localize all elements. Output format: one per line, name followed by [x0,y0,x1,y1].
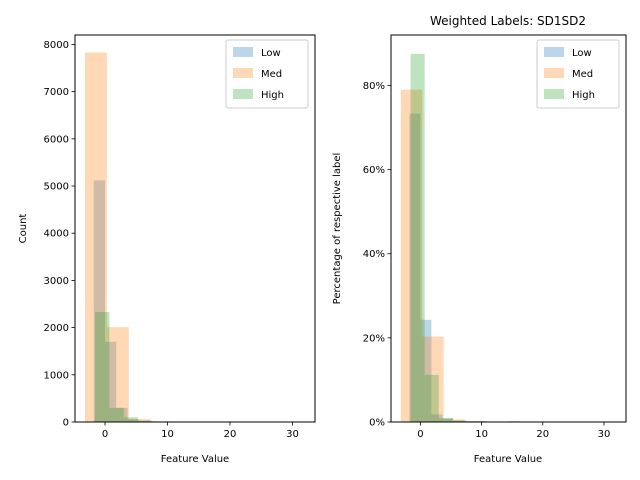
legend-box [225,39,309,109]
x-tick-label: 20 [224,429,237,440]
bar-low-1 [420,319,432,422]
bars-group [85,52,304,423]
legend: Low Med High [536,39,620,109]
bar-med-1 [422,336,444,422]
bar-high-0 [410,53,425,422]
y-axis-ticks: 0% 20% 40% 60% 80% [363,81,391,429]
bar-low-3 [442,418,454,422]
legend-label-high: High [572,90,595,101]
legend-label-low: Low [572,48,592,59]
legend-swatch-low [233,47,253,57]
bar-low-2 [116,407,128,422]
legend-label-low: Low [261,48,281,59]
bar-low-4 [138,420,150,422]
x-tick-label: 20 [536,429,549,440]
legend-label-med: Med [572,69,593,80]
y-tick-label: 6000 [44,134,69,145]
y-tick-label: 7000 [44,87,69,98]
bar-high-3 [138,420,153,422]
legend-swatch-high [544,89,564,99]
count-histogram-chart: 0 10 20 30 0 1000 2000 3000 4000 5000 6000 7000 800… [18,34,316,465]
x-axis-ticks: 0 10 20 30 [102,422,299,440]
y-tick-label: 60% [363,165,385,176]
y-tick-label: 1000 [44,370,69,381]
bar-med-0 [85,52,107,423]
bar-med-1 [106,327,129,422]
y-tick-label: 0% [369,418,385,429]
x-tick-label: 10 [161,429,174,440]
bar-low-3 [127,419,139,422]
legend-box [536,39,620,109]
bar-med-0 [400,89,423,422]
bar-low-0 [93,180,105,422]
bar-high-2 [123,417,139,422]
y-tick-label: 40% [363,249,385,260]
bar-high-0 [95,312,110,422]
bar-high-3 [452,420,467,422]
bar-high-2 [438,418,453,422]
y-tick-label: 5000 [44,182,69,193]
x-tick-label: 0 [102,429,108,440]
bar-low-1 [105,341,117,422]
y-axis-ticks: 0 1000 2000 3000 4000 5000 6000 7000 8000 [44,40,75,429]
chart-title: Weighted Labels: SD1SD2 [430,14,586,28]
x-tick-label: 30 [286,429,299,440]
x-axis-ticks: 0 10 20 30 [417,422,610,440]
legend-label-high: High [261,90,284,101]
axes-frame [74,34,316,423]
x-tick-label: 10 [475,429,488,440]
bar-low-0 [409,113,421,422]
legend-swatch-high [233,89,253,99]
legend-label-med: Med [261,69,282,80]
bar-med-2 [443,419,466,422]
x-tick-label: 30 [598,429,611,440]
bar-low-4 [453,420,465,422]
bars-group [400,53,551,422]
legend-swatch-low [544,47,564,57]
bar-high-1 [109,407,124,422]
bar-low-2 [431,414,443,422]
y-tick-label: 80% [363,81,385,92]
legend-swatch-med [544,68,564,78]
axes-frame [390,34,627,423]
bar-med-2 [128,419,151,422]
x-axis-label: Feature Value [161,454,229,465]
y-tick-label: 2000 [44,323,69,334]
legend-swatch-med [233,68,253,78]
y-axis-label: Count [18,214,29,244]
y-tick-label: 4000 [44,229,69,240]
x-axis-label: Feature Value [474,454,542,465]
legend: Low Med High [225,39,309,109]
x-tick-label: 0 [417,429,423,440]
y-axis-label: Percentage of respective label [332,153,343,305]
y-tick-label: 20% [363,333,385,344]
y-tick-label: 3000 [44,276,69,287]
percentage-histogram-chart: Weighted Labels: SD1SD2 0 10 20 30 0% 20% 40%… [332,14,627,465]
y-tick-label: 8000 [44,40,69,51]
y-tick-label: 0 [63,418,69,429]
bar-high-1 [424,374,439,422]
